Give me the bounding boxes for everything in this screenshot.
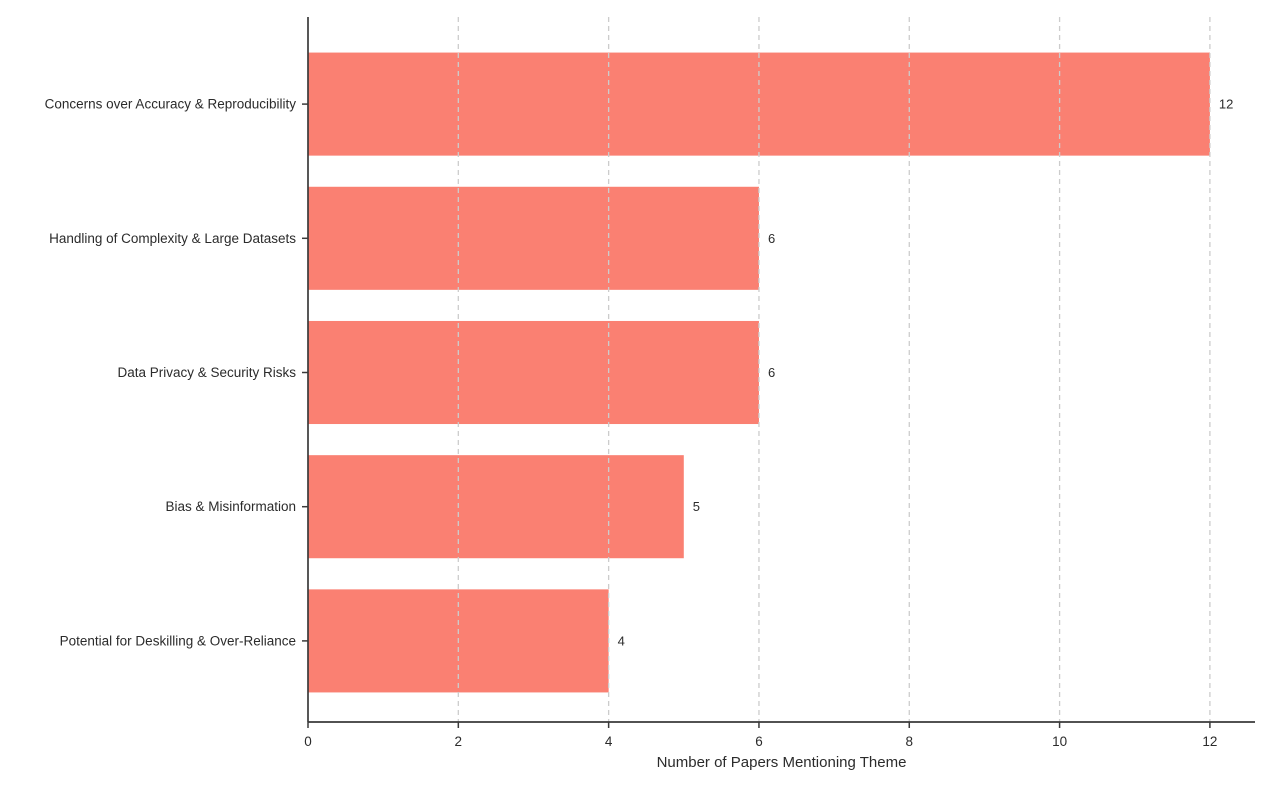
- bar-value-label: 12: [1219, 97, 1233, 112]
- category-label: Data Privacy & Security Risks: [117, 365, 296, 380]
- category-label: Bias & Misinformation: [165, 499, 296, 514]
- x-tick-label: 12: [1202, 734, 1217, 749]
- category-label: Concerns over Accuracy & Reproducibility: [45, 97, 297, 112]
- category-label: Handling of Complexity & Large Datasets: [49, 231, 296, 246]
- x-tick-label: 10: [1052, 734, 1067, 749]
- bar-value-label: 6: [768, 365, 775, 380]
- category-label: Potential for Deskilling & Over-Reliance: [60, 633, 296, 648]
- x-tick-label: 4: [605, 734, 613, 749]
- x-tick-label: 0: [304, 734, 312, 749]
- bar: [308, 186, 759, 290]
- x-tick-label: 2: [455, 734, 463, 749]
- bar: [308, 52, 1210, 156]
- x-axis-title: Number of Papers Mentioning Theme: [657, 754, 907, 771]
- bar: [308, 320, 759, 425]
- x-tick-label: 8: [906, 734, 914, 749]
- bar-value-label: 4: [618, 633, 625, 648]
- bar-value-label: 6: [768, 231, 775, 246]
- x-tick-label: 6: [755, 734, 763, 749]
- bar: [308, 455, 684, 559]
- bar-value-label: 5: [693, 499, 700, 514]
